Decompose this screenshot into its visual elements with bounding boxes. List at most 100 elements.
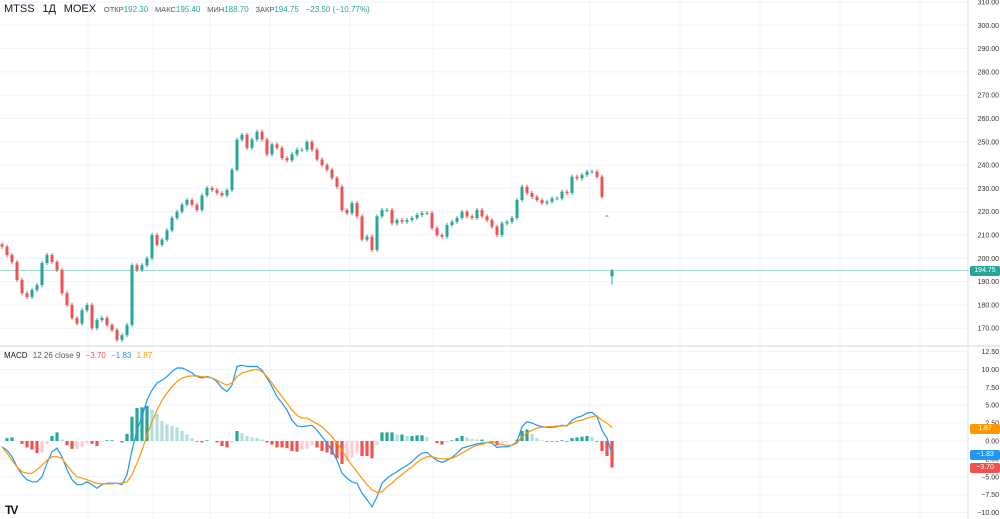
candle-body bbox=[100, 317, 104, 321]
histogram-bar bbox=[245, 435, 249, 441]
candle-body bbox=[200, 195, 204, 211]
exchange: MOEX bbox=[63, 3, 97, 15]
candle-body bbox=[325, 165, 329, 170]
macd-title: MACD bbox=[4, 351, 28, 360]
candle-body bbox=[215, 190, 219, 194]
histogram-bar bbox=[500, 441, 504, 444]
candle-body bbox=[380, 210, 384, 217]
symbol[interactable]: MTSS bbox=[4, 3, 35, 15]
histogram-bar bbox=[365, 441, 369, 457]
histogram-bar bbox=[300, 441, 304, 450]
candle-body bbox=[510, 217, 514, 222]
candle-body bbox=[275, 144, 279, 148]
candle-body bbox=[480, 210, 484, 217]
candle-body bbox=[185, 200, 189, 205]
symbol-legend: MTSS 1Д MOEX ОТКР192.30 МАКС195.40 МИН18… bbox=[4, 3, 374, 15]
price-tick-label: 170.00 bbox=[978, 326, 1000, 333]
price-tick-label: 250.00 bbox=[978, 139, 1000, 146]
candle-body bbox=[370, 236, 374, 250]
candle-body bbox=[290, 154, 294, 161]
histogram-bar bbox=[505, 441, 509, 443]
histogram-bar bbox=[370, 441, 374, 459]
macd-tick-label: 7.50 bbox=[985, 385, 999, 392]
price-tick-label: 220.00 bbox=[978, 209, 1000, 216]
candle-body bbox=[360, 216, 364, 240]
histogram-bar bbox=[150, 409, 154, 441]
candle-body bbox=[590, 171, 594, 173]
macd-badge: −1.83 bbox=[970, 450, 1000, 460]
candle-body bbox=[150, 235, 154, 259]
histogram-bar bbox=[435, 441, 439, 444]
histogram-bar bbox=[145, 405, 149, 441]
candle-body bbox=[390, 210, 394, 224]
histogram-bar bbox=[280, 441, 284, 448]
candle-body bbox=[165, 230, 169, 240]
macd-tick-label: 0.00 bbox=[985, 439, 999, 446]
histogram-bar bbox=[320, 441, 324, 452]
interval[interactable]: 1Д bbox=[42, 3, 56, 15]
candle-body bbox=[465, 211, 469, 217]
macd-tick-label: −7.50 bbox=[981, 492, 999, 499]
histogram-bar bbox=[260, 439, 264, 441]
candle-body bbox=[580, 174, 584, 179]
macd-legend[interactable]: MACD 12 26 close 9 −3.70 −1.83 1.87 bbox=[4, 351, 155, 360]
histogram-bar bbox=[390, 432, 394, 441]
candle-body bbox=[490, 220, 494, 227]
price-tick-label: 240.00 bbox=[978, 163, 1000, 170]
histogram-bar bbox=[590, 436, 594, 441]
histogram-bar bbox=[600, 441, 604, 452]
low-label: МИН bbox=[207, 5, 225, 14]
candle-body bbox=[230, 169, 234, 191]
histogram-bar bbox=[475, 439, 479, 441]
candle-body bbox=[40, 262, 44, 286]
candle-body bbox=[85, 304, 89, 311]
candle-body bbox=[155, 235, 159, 245]
candle-body bbox=[190, 200, 194, 205]
histogram-bar bbox=[135, 408, 139, 441]
histogram-bar bbox=[330, 441, 334, 455]
candle-body bbox=[15, 262, 19, 280]
candle-body bbox=[95, 320, 99, 329]
histogram-bar bbox=[275, 441, 279, 448]
candle-body bbox=[455, 217, 459, 222]
histogram-bar bbox=[80, 441, 84, 448]
histogram-bar bbox=[310, 441, 314, 446]
candle-body bbox=[135, 265, 139, 270]
candle-body bbox=[530, 193, 534, 197]
logo-text: TV bbox=[5, 503, 18, 517]
candle-body bbox=[300, 149, 304, 151]
histogram-bar bbox=[415, 435, 419, 441]
candle-body bbox=[485, 216, 489, 221]
macd-histogram-value: −3.70 bbox=[85, 351, 106, 360]
histogram-bar bbox=[95, 441, 99, 447]
histogram-bar bbox=[140, 407, 144, 441]
candle-body bbox=[505, 221, 509, 224]
histogram-bar bbox=[10, 437, 14, 441]
histogram-bar bbox=[270, 441, 274, 445]
candle-body bbox=[220, 193, 224, 196]
histogram-bar bbox=[175, 427, 179, 441]
histogram-bar bbox=[160, 420, 164, 441]
candle-body bbox=[245, 134, 249, 148]
candle-body bbox=[90, 304, 94, 329]
candle-body bbox=[30, 289, 34, 297]
tradingview-logo[interactable]: TV bbox=[5, 503, 18, 517]
candle-body bbox=[305, 141, 309, 150]
candle-body bbox=[585, 171, 589, 175]
candle-body bbox=[280, 147, 284, 159]
histogram-bar bbox=[75, 441, 79, 449]
last-price-badge: 194.75 bbox=[970, 266, 1000, 276]
candle-body bbox=[130, 265, 134, 325]
candle-body bbox=[525, 186, 529, 194]
macd-tick-label: −5.00 bbox=[981, 474, 999, 481]
histogram-bar bbox=[410, 435, 414, 441]
histogram-bar bbox=[200, 441, 204, 443]
candle-body bbox=[140, 265, 144, 270]
candle-body bbox=[25, 293, 29, 297]
histogram-bar bbox=[465, 437, 469, 441]
candle-body bbox=[385, 210, 389, 211]
histogram-bar bbox=[580, 436, 584, 441]
histogram-bar bbox=[110, 440, 114, 441]
open-label: ОТКР bbox=[103, 5, 124, 14]
